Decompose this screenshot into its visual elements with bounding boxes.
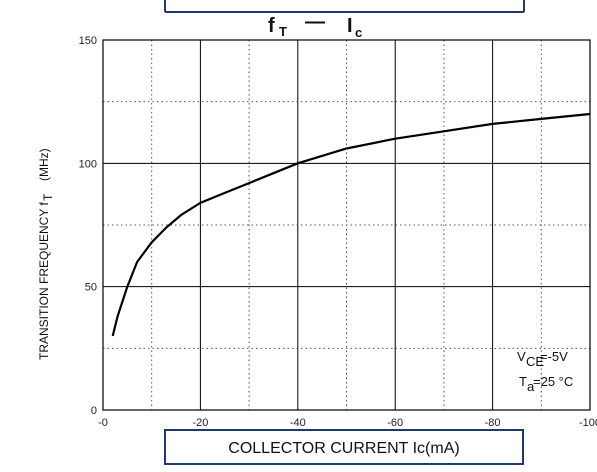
ta-main: T bbox=[519, 374, 527, 389]
x-tick-label: -40 bbox=[290, 417, 306, 429]
title-left-sub: T bbox=[279, 24, 287, 39]
y-tick-label: 100 bbox=[79, 158, 97, 170]
ta-sub: a bbox=[527, 379, 535, 394]
title-separator: — bbox=[305, 11, 325, 33]
conditions-annotation: V CE =-5V T a =25 °C bbox=[517, 349, 573, 394]
y-axis-label-main: TRANSITION FREQUENCY f bbox=[37, 202, 51, 360]
y-tick-label: 0 bbox=[91, 405, 97, 417]
x-tick-label: -60 bbox=[387, 417, 403, 429]
chart-title: f T — I c bbox=[268, 11, 362, 40]
grid bbox=[103, 40, 590, 410]
x-tick-label: -20 bbox=[192, 417, 208, 429]
title-right-sub: c bbox=[355, 25, 362, 40]
y-tick-label: 150 bbox=[79, 35, 97, 47]
x-tick-label: -100 bbox=[579, 417, 597, 429]
x-tick-label: -0 bbox=[98, 417, 108, 429]
vce-main: V bbox=[517, 349, 526, 364]
vce-sub: CE bbox=[526, 354, 544, 369]
y-axis-label-unit: (MHz) bbox=[37, 148, 51, 181]
ta-rest: =25 °C bbox=[533, 374, 573, 389]
y-tick-label: 50 bbox=[85, 282, 97, 294]
title-left: f bbox=[268, 15, 275, 37]
title-right: I bbox=[347, 15, 353, 37]
vce-rest: =-5V bbox=[540, 349, 568, 364]
y-axis-label-sub: T bbox=[41, 193, 55, 201]
top-box-fragment bbox=[164, 0, 525, 13]
tick-labels: -0 -20 -40 -60 -80 -100 0 50 100 150 bbox=[79, 35, 597, 429]
x-axis-label-box: COLLECTOR CURRENT Ic(mA) bbox=[164, 429, 524, 465]
plot-frame bbox=[102, 39, 591, 411]
x-axis-label: COLLECTOR CURRENT Ic(mA) bbox=[228, 440, 459, 457]
x-tick-label: -80 bbox=[485, 417, 501, 429]
y-axis-label: TRANSITION FREQUENCY f T (MHz) bbox=[37, 148, 55, 360]
series-line bbox=[111, 112, 591, 337]
